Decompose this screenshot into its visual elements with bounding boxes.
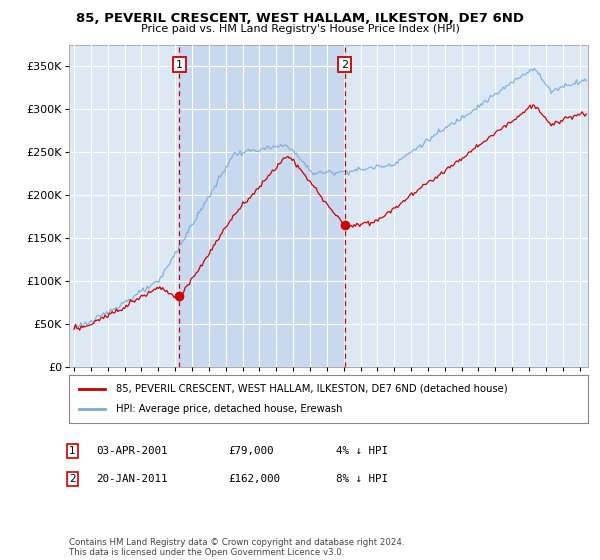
Text: 03-APR-2001: 03-APR-2001 — [96, 446, 167, 456]
Text: HPI: Average price, detached house, Erewash: HPI: Average price, detached house, Erew… — [116, 404, 342, 414]
Text: 8% ↓ HPI: 8% ↓ HPI — [336, 474, 388, 484]
Text: 20-JAN-2011: 20-JAN-2011 — [96, 474, 167, 484]
Text: Price paid vs. HM Land Registry's House Price Index (HPI): Price paid vs. HM Land Registry's House … — [140, 24, 460, 34]
Text: Contains HM Land Registry data © Crown copyright and database right 2024.
This d: Contains HM Land Registry data © Crown c… — [69, 538, 404, 557]
Text: 1: 1 — [176, 59, 183, 69]
Text: 85, PEVERIL CRESCENT, WEST HALLAM, ILKESTON, DE7 6ND: 85, PEVERIL CRESCENT, WEST HALLAM, ILKES… — [76, 12, 524, 25]
Text: 4% ↓ HPI: 4% ↓ HPI — [336, 446, 388, 456]
Text: 85, PEVERIL CRESCENT, WEST HALLAM, ILKESTON, DE7 6ND (detached house): 85, PEVERIL CRESCENT, WEST HALLAM, ILKES… — [116, 384, 508, 394]
Text: £162,000: £162,000 — [228, 474, 280, 484]
Text: 2: 2 — [341, 59, 348, 69]
Text: £79,000: £79,000 — [228, 446, 274, 456]
Text: 1: 1 — [69, 446, 76, 456]
Text: 2: 2 — [69, 474, 76, 484]
Bar — [179, 45, 344, 367]
